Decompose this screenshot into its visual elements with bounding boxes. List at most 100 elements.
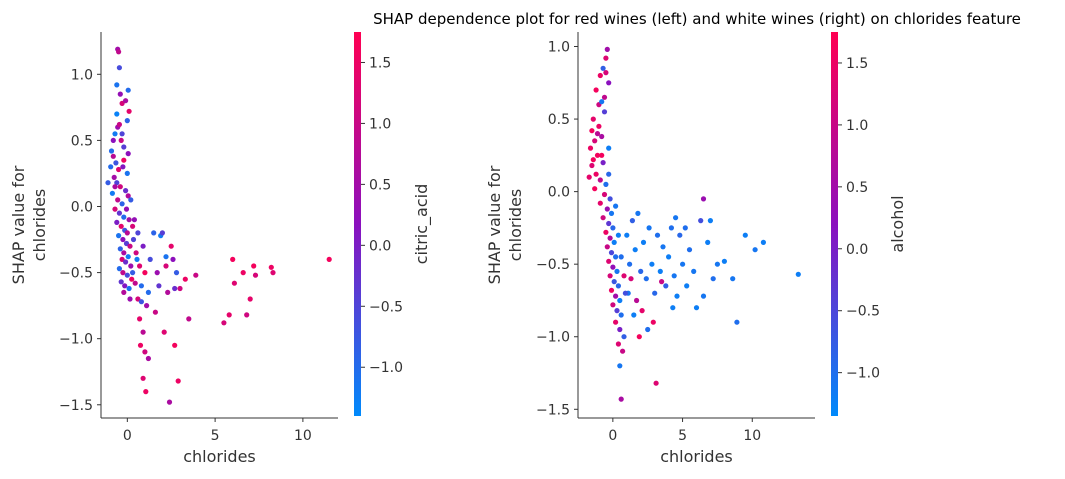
data-point [596, 123, 602, 129]
data-point [649, 261, 655, 267]
data-point [118, 223, 124, 229]
data-point [653, 380, 659, 386]
data-point [123, 240, 130, 247]
data-point [119, 131, 125, 137]
data-point [684, 283, 690, 289]
figure-title: SHAP dependence plot for red wines (left… [373, 10, 1021, 28]
data-point [594, 131, 601, 137]
data-point [130, 236, 137, 243]
data-point [646, 225, 652, 231]
data-point [645, 326, 651, 333]
y-tick-label: −0.5 [536, 257, 570, 273]
data-point [606, 258, 612, 264]
data-point [659, 279, 665, 285]
data-point [116, 121, 122, 128]
scatter-points [586, 46, 801, 402]
data-point [142, 349, 148, 355]
data-point [170, 256, 176, 262]
data-point [618, 396, 624, 402]
data-point [138, 283, 144, 289]
data-point [168, 243, 174, 249]
data-point [125, 254, 131, 260]
x-tick-label: 5 [211, 428, 220, 444]
data-point [130, 270, 136, 276]
data-point [639, 308, 645, 314]
data-point [730, 276, 736, 282]
y-tick-label: −1.0 [59, 332, 93, 348]
data-point [122, 283, 128, 289]
y-tick-label: 0.0 [71, 199, 93, 215]
data-point [700, 293, 707, 299]
data-point [112, 131, 118, 137]
data-point [123, 206, 130, 212]
data-point [125, 151, 131, 157]
data-point [110, 137, 116, 143]
data-point [673, 215, 679, 221]
data-point [137, 342, 144, 348]
data-point [668, 225, 675, 231]
data-point [124, 118, 130, 124]
data-point [700, 196, 707, 202]
data-point [686, 247, 693, 253]
data-point [714, 261, 721, 267]
data-point [145, 289, 151, 295]
data-point [613, 254, 619, 260]
data-point [226, 312, 232, 318]
colorbar: 1.5 1.0 0.5 0.0 −0.5 −1.0 alcohol [831, 32, 907, 416]
data-point [120, 164, 126, 170]
data-point [606, 220, 612, 227]
data-point [127, 243, 133, 249]
data-point [597, 200, 603, 206]
data-point [603, 229, 609, 235]
data-point [593, 87, 599, 93]
data-point [143, 389, 149, 395]
data-point [710, 276, 716, 282]
data-point [603, 181, 609, 187]
y-tick-label: 0.5 [71, 133, 93, 149]
data-point [666, 254, 672, 260]
data-point [159, 230, 165, 236]
data-point [636, 334, 642, 340]
data-point [599, 133, 605, 140]
data-point [145, 355, 151, 362]
colorbar-gradient [354, 32, 361, 416]
data-point [177, 285, 183, 292]
y-axis-label-line2: chlorides [30, 189, 49, 262]
data-point [161, 329, 167, 335]
data-point [173, 270, 180, 276]
data-point [682, 225, 688, 231]
data-point [634, 297, 640, 304]
x-axis-label: chlorides [183, 447, 256, 466]
data-point [795, 271, 801, 277]
colorbar: 1.5 1.0 0.5 0.0 −0.5 −1.0 citric_acid [354, 32, 432, 416]
data-point [123, 98, 129, 104]
colorbar-tick-label: 0.0 [846, 242, 868, 258]
data-point [760, 239, 767, 245]
data-point [268, 264, 274, 270]
data-point [116, 166, 122, 173]
data-point [604, 206, 610, 212]
data-point [601, 191, 608, 198]
data-point [126, 285, 132, 292]
data-point [121, 289, 127, 295]
data-point [123, 188, 129, 194]
data-point [607, 235, 613, 241]
data-point [610, 264, 616, 270]
data-point [121, 250, 127, 256]
data-point [117, 184, 123, 190]
colorbar-tick-label: −1.0 [369, 360, 403, 376]
y-axis-label: SHAP value for [485, 165, 504, 284]
data-point [132, 280, 138, 286]
data-point [610, 225, 616, 231]
data-point [111, 174, 117, 180]
data-point [614, 308, 620, 314]
data-point [105, 180, 111, 186]
data-point [147, 256, 153, 262]
data-point [620, 348, 626, 354]
y-tick-label: −1.0 [536, 330, 570, 346]
data-point [693, 305, 700, 311]
data-point [221, 320, 227, 326]
data-point [589, 128, 595, 134]
